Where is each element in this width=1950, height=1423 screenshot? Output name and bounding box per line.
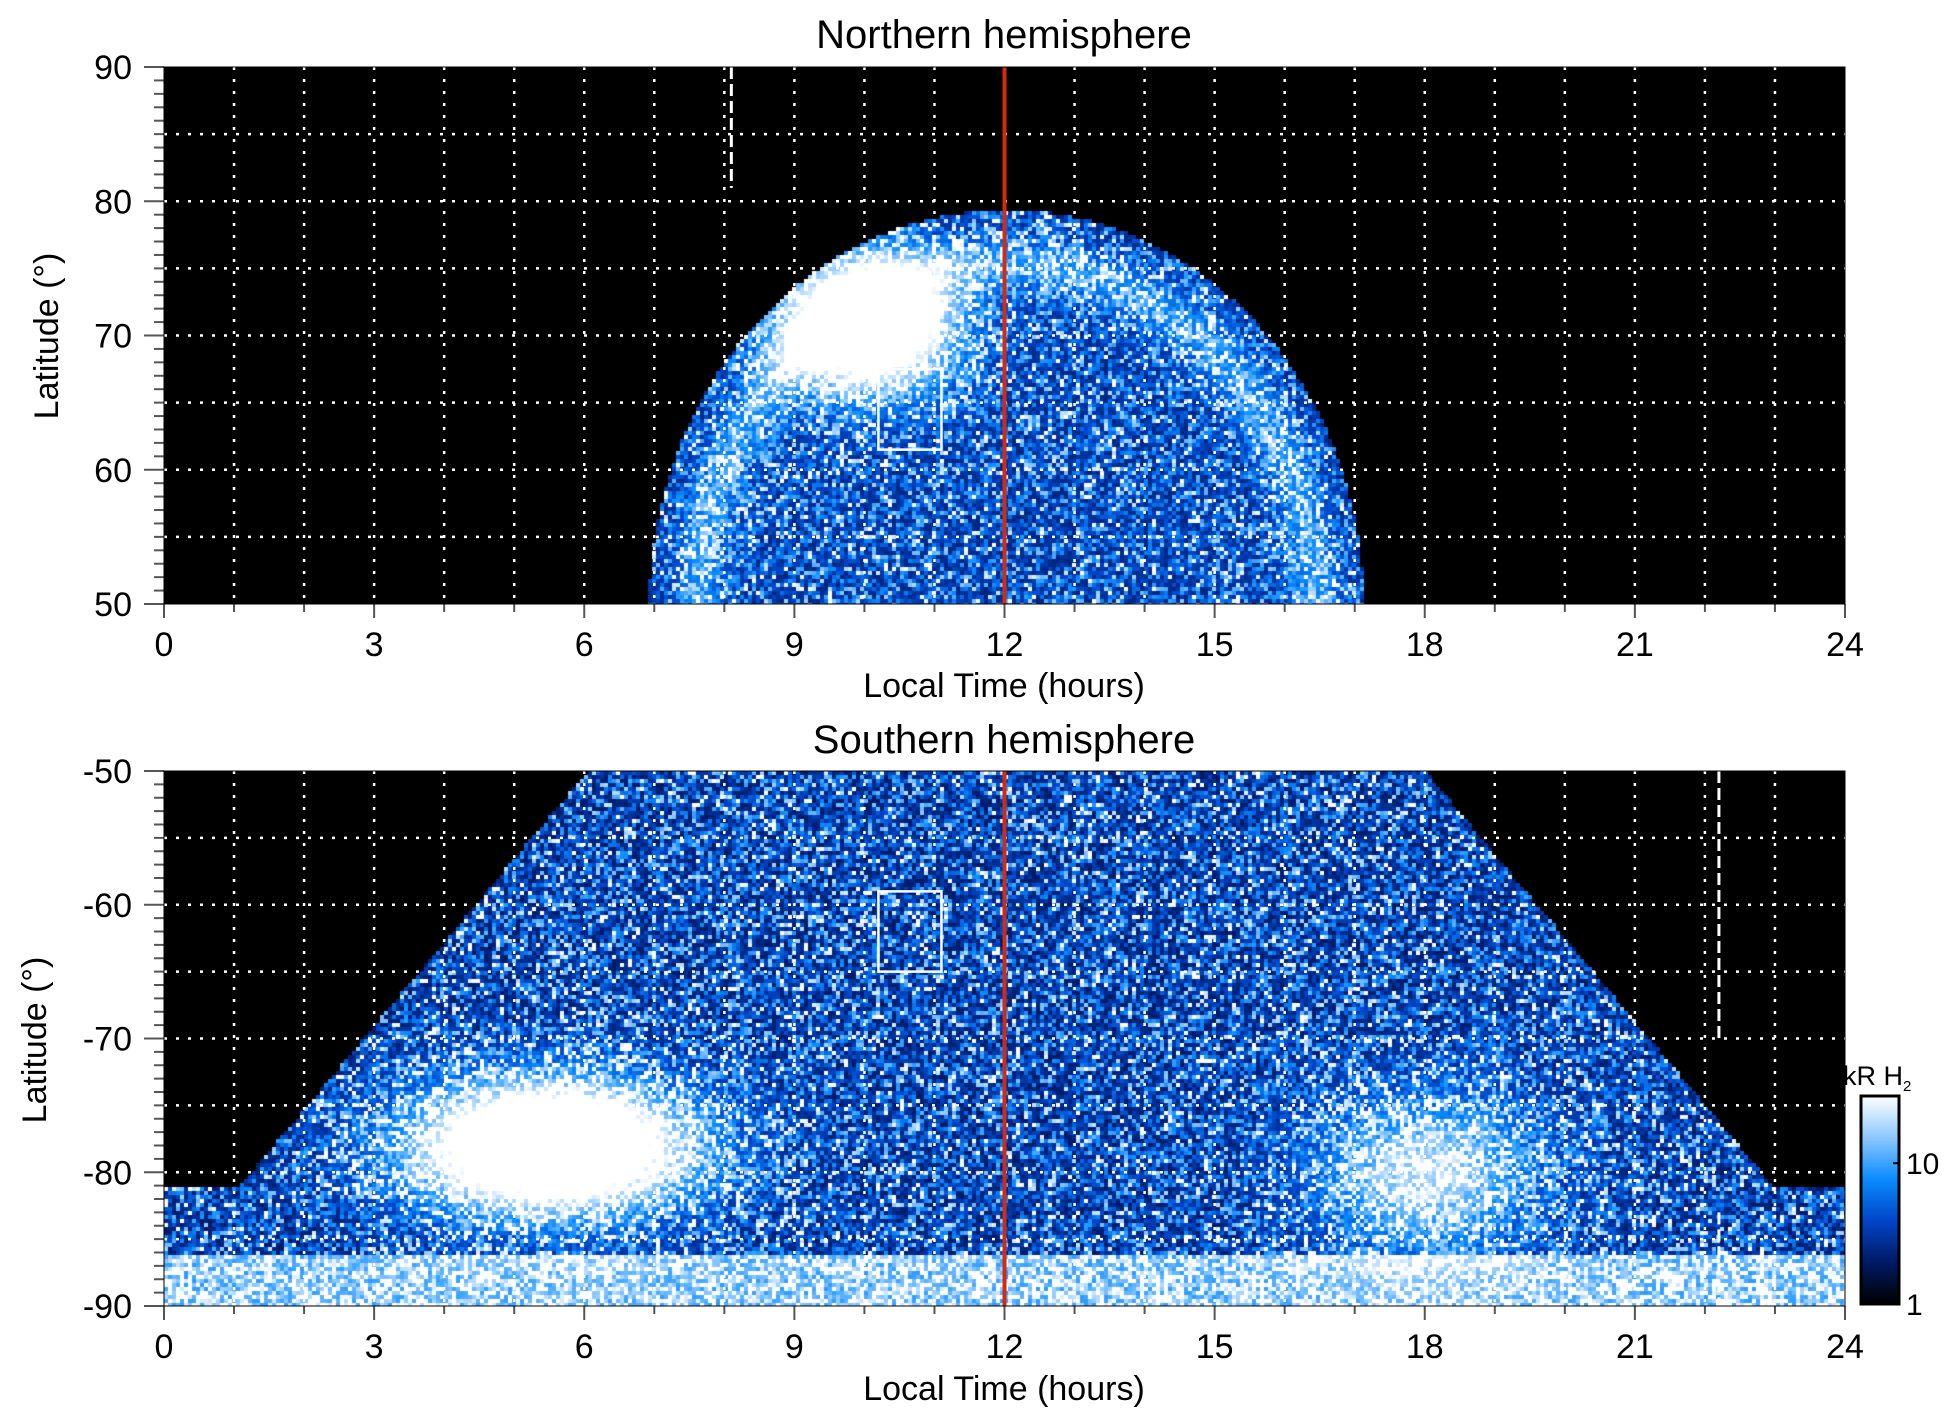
colorbar-tick-label: 10 bbox=[1906, 1148, 1939, 1181]
south-title: Southern hemisphere bbox=[813, 718, 1195, 762]
region-box bbox=[877, 890, 943, 973]
south-ylabel: Latitude (°) bbox=[16, 957, 54, 1124]
y-tick-label: 50 bbox=[94, 586, 132, 624]
x-tick-label: 15 bbox=[1196, 1328, 1234, 1366]
x-tick-label: 3 bbox=[365, 626, 384, 664]
x-tick-label: 24 bbox=[1826, 626, 1864, 664]
y-tick-label: 70 bbox=[94, 318, 132, 356]
region-box bbox=[877, 367, 943, 451]
x-tick-label: 6 bbox=[575, 1328, 594, 1366]
plot-frame bbox=[163, 66, 1846, 605]
y-tick-label: -70 bbox=[83, 1021, 132, 1059]
colorbar-gradient bbox=[1861, 1096, 1899, 1304]
x-tick-label: 18 bbox=[1406, 1328, 1444, 1366]
colorbar-tick-label: 1 bbox=[1906, 1289, 1923, 1322]
x-tick-label: 18 bbox=[1406, 626, 1444, 664]
y-tick-label: -50 bbox=[83, 753, 132, 791]
x-tick-label: 0 bbox=[155, 1328, 174, 1366]
x-tick-label: 6 bbox=[575, 626, 594, 664]
y-tick-label: 80 bbox=[94, 183, 132, 221]
x-tick-label: 12 bbox=[986, 626, 1024, 664]
y-tick-label: -60 bbox=[83, 887, 132, 925]
x-tick-label: 21 bbox=[1616, 1328, 1654, 1366]
x-tick-label: 15 bbox=[1196, 626, 1234, 664]
y-tick-label: 90 bbox=[94, 49, 132, 87]
x-tick-label: 24 bbox=[1826, 1328, 1864, 1366]
south-xlabel: Local Time (hours) bbox=[863, 1370, 1145, 1408]
x-tick-label: 12 bbox=[986, 1328, 1024, 1366]
y-tick-label: -80 bbox=[83, 1154, 132, 1192]
north-ylabel: Latitude (°) bbox=[28, 253, 66, 420]
colorbar-label: kR H2 bbox=[1843, 1061, 1911, 1095]
colorbar-frame bbox=[1859, 1094, 1901, 1306]
x-tick-label: 3 bbox=[365, 1328, 384, 1366]
y-tick-label: -90 bbox=[83, 1288, 132, 1326]
plot-frame bbox=[163, 770, 1846, 1307]
north-xlabel: Local Time (hours) bbox=[863, 667, 1145, 705]
y-tick-label: 60 bbox=[94, 452, 132, 490]
x-tick-label: 9 bbox=[785, 626, 804, 664]
x-tick-label: 0 bbox=[155, 626, 174, 664]
x-tick-label: 9 bbox=[785, 1328, 804, 1366]
north-title: Northern hemisphere bbox=[816, 13, 1192, 57]
x-tick-label: 21 bbox=[1616, 626, 1654, 664]
